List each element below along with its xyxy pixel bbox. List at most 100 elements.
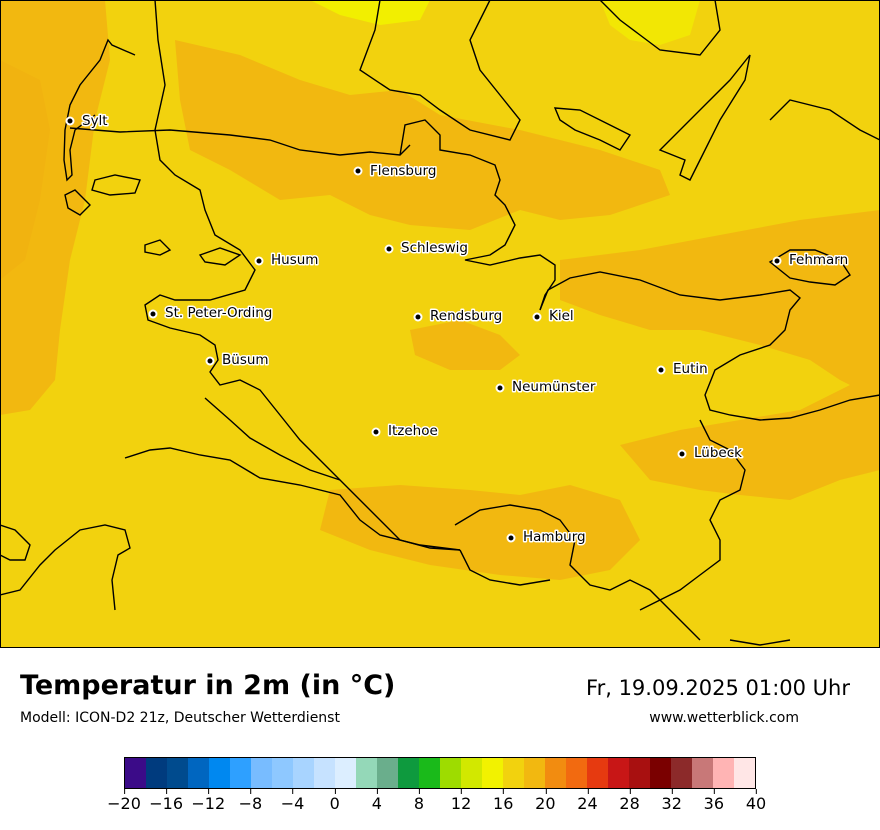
- city-sylt: Sylt: [65, 112, 109, 131]
- coastline-island-nordstrand: [198, 247, 242, 266]
- coastline-elbe-south: [124, 447, 461, 551]
- colorbar-segment: [608, 758, 629, 788]
- colorbar-tick-label: 40: [746, 789, 766, 813]
- border-denmark: [69, 127, 411, 156]
- colorbar-tick-label: 28: [619, 789, 640, 813]
- colorbar-tick-label: 24: [577, 789, 598, 813]
- coastline-island-pellworm: [144, 239, 172, 256]
- colorbar-segment: [713, 758, 734, 788]
- city-label: Husum: [271, 252, 318, 268]
- temperature-zone-southeast: [620, 380, 880, 500]
- colorbar-tick-label: 8: [414, 789, 424, 813]
- city-rendsburg: Rendsburg: [413, 307, 504, 326]
- colorbar-segment: [587, 758, 608, 788]
- colorbar-tick-label: 0: [330, 789, 340, 813]
- colorbar-segment: [734, 758, 755, 788]
- city-itzehoe: Itzehoe: [371, 422, 439, 441]
- temperature-zone-east: [560, 210, 880, 400]
- temperature-zone-cool-2: [600, 0, 700, 45]
- colorbar-segment: [650, 758, 671, 788]
- colorbar-segment: [272, 758, 293, 788]
- colorbar-segment: [503, 758, 524, 788]
- temperature-map: Sylt Flensburg Schleswig Husum St. Peter…: [0, 0, 880, 648]
- colorbar-ticks: −20 −16 −12 −8 −4 0 4 8 12 16 20 24 28 32 36 40: [107, 789, 766, 819]
- colorbar-segment: [398, 758, 419, 788]
- colorbar-segment: [146, 758, 167, 788]
- colorbar-tick-label: −8: [239, 789, 262, 813]
- coastlines: [0, 0, 880, 646]
- coastline-island-amrum: [64, 189, 91, 216]
- colorbar-tick-label: 20: [535, 789, 556, 813]
- colorbar-tick-label: −16: [149, 789, 183, 813]
- colorbar-tick-label: 4: [372, 789, 382, 813]
- city-label: Schleswig: [401, 240, 468, 256]
- colorbar-segment: [209, 758, 230, 788]
- temperature-zone-south: [320, 485, 640, 580]
- colorbar-segment: [167, 758, 188, 788]
- city-neumuenster: Neumünster: [495, 378, 597, 397]
- coastline-langeland: [658, 54, 751, 181]
- city-schleswig: Schleswig: [384, 239, 470, 258]
- city-husum: Husum: [254, 251, 320, 270]
- city-kiel: Kiel: [532, 307, 575, 326]
- city-buesum: Büsum: [205, 351, 270, 370]
- coastline-flensburg-fjord: [399, 119, 556, 311]
- map-canvas: Sylt Flensburg Schleswig Husum St. Peter…: [0, 0, 880, 648]
- temperature-zone-north: [175, 40, 670, 230]
- city-label: Büsum: [222, 352, 269, 368]
- colorbar-segment: [545, 758, 566, 788]
- city-label: Itzehoe: [388, 423, 438, 439]
- coastline-lolland: [769, 99, 880, 141]
- city-label: Sylt: [82, 113, 108, 129]
- temperature-colorbar: [124, 757, 756, 789]
- colorbar-segment: [293, 758, 314, 788]
- colorbar-segment: [440, 758, 461, 788]
- coastline-sylt: [63, 38, 136, 182]
- city-label: Kiel: [549, 308, 574, 324]
- coastline-cuxhaven: [0, 524, 131, 611]
- colorbar-segment: [482, 758, 503, 788]
- colorbar-segment: [188, 758, 209, 788]
- coastline-elbe-north: [204, 397, 341, 481]
- colorbar-segment: [356, 758, 377, 788]
- city-hamburg: Hamburg: [506, 528, 587, 547]
- city-eutin: Eutin: [656, 360, 709, 379]
- coastline-north-denmark: [359, 0, 521, 141]
- temperature-zone-warmer: [0, 60, 50, 280]
- coastline-neuwerk: [0, 524, 31, 561]
- temperature-zone-mid: [410, 320, 520, 370]
- colorbar-segment: [524, 758, 545, 788]
- model-info: Modell: ICON-D2 21z, Deutscher Wetterdie…: [20, 710, 340, 726]
- border-hamburg-south: [459, 549, 551, 586]
- temperature-zone-west: [0, 0, 110, 415]
- map-title: Temperatur in 2m (in °C): [20, 670, 396, 701]
- colorbar-tick-label: 36: [704, 789, 724, 813]
- colorbar-segment: [314, 758, 335, 788]
- coastline-island-foehr: [91, 174, 141, 196]
- colorbar-segment: [335, 758, 356, 788]
- colorbar-segment: [230, 758, 251, 788]
- city-label: Eutin: [673, 361, 708, 377]
- city-label: Hamburg: [523, 529, 586, 545]
- colorbar-segment: [629, 758, 650, 788]
- city-label: Lübeck: [694, 445, 742, 461]
- city-luebeck: Lübeck: [677, 444, 744, 463]
- website-link[interactable]: www.wetterblick.com: [649, 710, 799, 726]
- colorbar-tick-label: 12: [451, 789, 471, 813]
- city-fehmarn: Fehmarn: [772, 251, 850, 270]
- coastline-baltic-kiel: [539, 271, 880, 421]
- colorbar-tick-label: −20: [107, 789, 141, 813]
- colorbar-tick-label: −12: [191, 789, 225, 813]
- colorbar-segment: [566, 758, 587, 788]
- coastline-lake: [729, 639, 791, 646]
- forecast-datetime: Fr, 19.09.2025 01:00 Uhr: [586, 676, 850, 700]
- coastline-fehmarn: [768, 249, 851, 286]
- colorbar-segment: [692, 758, 713, 788]
- coastline-fyn: [599, 0, 721, 56]
- temperature-zone-cool: [310, 0, 430, 25]
- city-label: St. Peter-Ording: [165, 305, 272, 321]
- city-st-peter-ording: St. Peter-Ording: [148, 304, 274, 323]
- city-label: Rendsburg: [430, 308, 502, 324]
- coastline-luebeck-bay: [639, 419, 746, 611]
- colorbar-tick-label: −4: [281, 789, 304, 813]
